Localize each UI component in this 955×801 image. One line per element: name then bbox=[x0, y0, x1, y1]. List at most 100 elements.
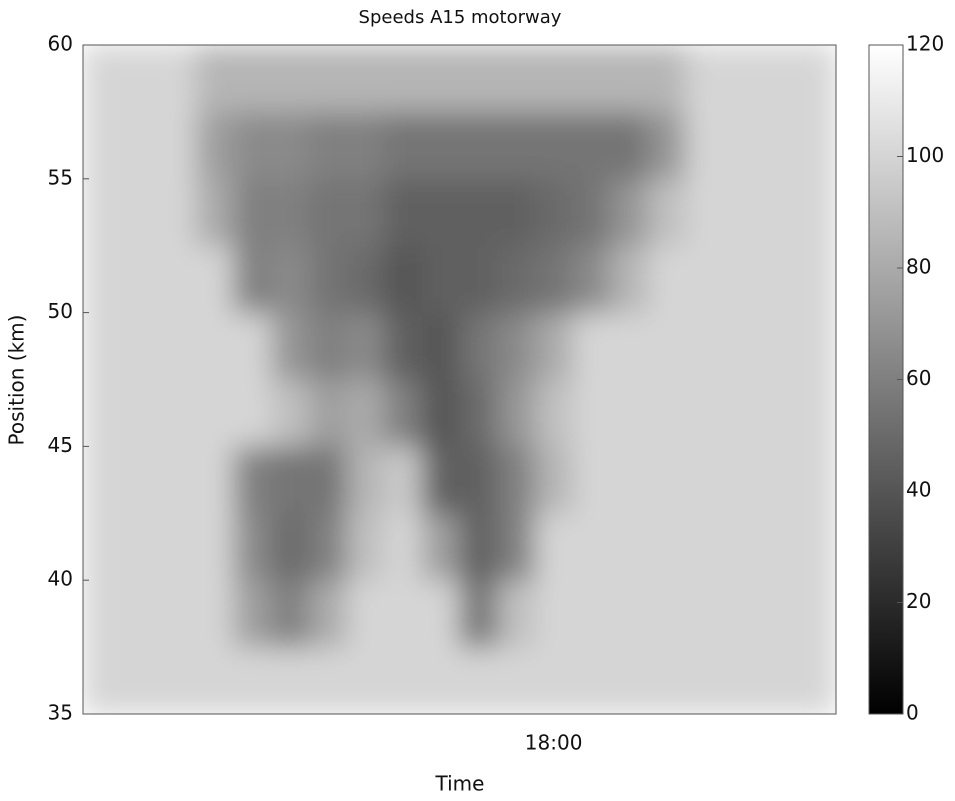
heat-cell bbox=[647, 178, 686, 247]
heat-cell bbox=[233, 45, 272, 113]
heat-cell bbox=[83, 245, 122, 314]
heat-cell bbox=[760, 446, 799, 514]
colorbar-tick-label: 20 bbox=[906, 589, 931, 613]
heat-cell bbox=[534, 245, 573, 314]
heat-cell bbox=[346, 580, 385, 648]
heat-cell bbox=[195, 446, 235, 514]
heat-cell bbox=[158, 580, 197, 648]
heat-cell bbox=[233, 379, 272, 447]
heat-cell bbox=[534, 446, 573, 514]
heat-cell bbox=[83, 513, 122, 581]
heat-cell bbox=[647, 446, 686, 514]
heat-cell bbox=[195, 312, 235, 380]
heat-cell bbox=[384, 45, 423, 113]
heat-cell bbox=[346, 312, 385, 380]
heat-cell bbox=[233, 513, 272, 581]
heat-cell bbox=[83, 312, 122, 380]
heat-cell bbox=[459, 647, 498, 714]
heat-cell bbox=[497, 647, 536, 714]
heat-cell bbox=[497, 446, 536, 514]
heat-cell bbox=[308, 513, 348, 581]
heat-cell bbox=[346, 446, 385, 514]
heat-cell bbox=[497, 245, 536, 314]
heat-cell bbox=[798, 245, 836, 314]
heat-cell bbox=[308, 379, 348, 447]
y-tick-label: 55 bbox=[48, 165, 73, 189]
heat-cell bbox=[421, 379, 460, 447]
heat-cell bbox=[346, 178, 385, 247]
heat-cell bbox=[685, 580, 724, 648]
colorbar-tick-label: 60 bbox=[906, 366, 931, 390]
heat-cell bbox=[534, 647, 573, 714]
heat-cell bbox=[271, 312, 310, 380]
heat-cell bbox=[195, 580, 235, 648]
heat-cell bbox=[459, 379, 498, 447]
heat-cell bbox=[459, 45, 498, 113]
heat-cell bbox=[497, 312, 536, 380]
heat-cell bbox=[610, 312, 649, 380]
heat-cell bbox=[158, 647, 197, 714]
y-tick-label: 50 bbox=[48, 299, 73, 323]
heat-cell bbox=[798, 312, 836, 380]
heat-cell bbox=[271, 647, 310, 714]
heat-cell bbox=[120, 45, 159, 113]
heat-cell bbox=[723, 379, 762, 447]
y-tick-label: 60 bbox=[48, 32, 73, 56]
heat-cell bbox=[685, 245, 724, 314]
heat-cell bbox=[158, 312, 197, 380]
heat-cell bbox=[534, 379, 573, 447]
heat-cell bbox=[534, 178, 573, 247]
heat-cell bbox=[760, 647, 799, 714]
y-tick-label: 45 bbox=[48, 433, 73, 457]
heat-cell bbox=[685, 312, 724, 380]
heat-cell bbox=[158, 45, 197, 113]
heat-cell bbox=[610, 45, 649, 113]
heat-cell bbox=[384, 111, 423, 180]
heat-cell bbox=[195, 178, 235, 247]
heat-cell bbox=[685, 379, 724, 447]
heat-cell bbox=[723, 245, 762, 314]
heat-cell bbox=[610, 245, 649, 314]
heat-cell bbox=[572, 45, 611, 113]
heat-cell bbox=[723, 45, 762, 113]
heat-cell bbox=[534, 111, 573, 180]
heat-cell bbox=[572, 647, 611, 714]
heat-cell bbox=[83, 647, 122, 714]
heat-cell bbox=[572, 513, 611, 581]
heat-cell bbox=[647, 580, 686, 648]
heat-cell bbox=[346, 513, 385, 581]
heat-cell bbox=[120, 111, 159, 180]
heat-cell bbox=[120, 513, 159, 581]
heat-cell bbox=[271, 513, 310, 581]
heat-cell bbox=[83, 379, 122, 447]
heat-cell bbox=[83, 111, 122, 180]
heat-cell bbox=[723, 580, 762, 648]
heat-cell bbox=[195, 647, 235, 714]
heat-cell bbox=[384, 446, 423, 514]
colorbar-tick-label: 80 bbox=[906, 255, 931, 279]
heat-cell bbox=[798, 513, 836, 581]
heat-cell bbox=[798, 45, 836, 113]
heat-cell bbox=[233, 446, 272, 514]
heat-cell bbox=[572, 446, 611, 514]
y-axis-label: Position (km) bbox=[5, 315, 29, 446]
heat-cell bbox=[459, 111, 498, 180]
heat-cell bbox=[308, 245, 348, 314]
heat-cell bbox=[384, 379, 423, 447]
heat-cell bbox=[195, 245, 235, 314]
heat-cell bbox=[120, 446, 159, 514]
heat-cell bbox=[421, 111, 460, 180]
heat-cell bbox=[384, 647, 423, 714]
heat-cell bbox=[685, 446, 724, 514]
heat-cell bbox=[308, 647, 348, 714]
heat-cell bbox=[271, 379, 310, 447]
heat-cell bbox=[346, 45, 385, 113]
heat-cell bbox=[723, 513, 762, 581]
heat-cell bbox=[798, 379, 836, 447]
heat-cell bbox=[120, 245, 159, 314]
heat-cell bbox=[723, 178, 762, 247]
heat-cell bbox=[233, 312, 272, 380]
heat-cell bbox=[271, 178, 310, 247]
heat-cell bbox=[685, 111, 724, 180]
heat-cell bbox=[233, 245, 272, 314]
